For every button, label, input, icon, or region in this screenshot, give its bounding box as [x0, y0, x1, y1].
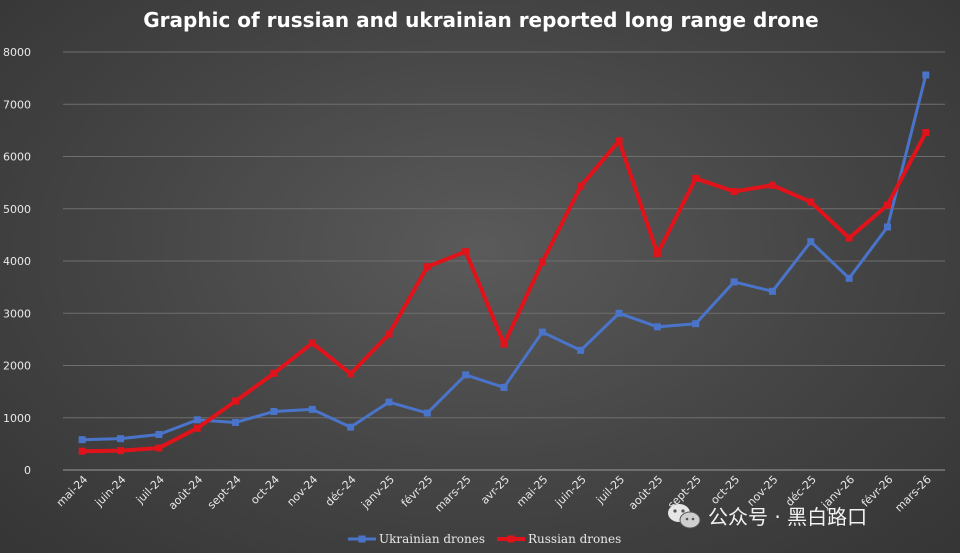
data-point	[78, 436, 86, 444]
data-point	[78, 447, 86, 455]
x-tick-label: juin-25	[552, 473, 589, 510]
data-point	[730, 278, 738, 286]
legend-marker	[358, 535, 366, 543]
data-point	[308, 339, 316, 347]
legend-item: Russian drones	[497, 532, 621, 546]
series-ukrainian	[78, 71, 930, 444]
data-point	[768, 287, 776, 295]
x-tick-label: mars-26	[892, 473, 933, 514]
y-tick-label: 5000	[3, 203, 31, 216]
data-point	[193, 424, 201, 432]
data-point	[117, 447, 125, 455]
x-tick-label: mai-24	[54, 473, 90, 509]
data-point	[653, 250, 661, 258]
x-tick-label: févr-25	[399, 473, 436, 510]
y-tick-label: 2000	[3, 360, 31, 373]
data-point	[347, 370, 355, 378]
data-point	[462, 248, 470, 256]
data-point	[922, 71, 930, 79]
data-point	[385, 398, 393, 406]
data-point	[538, 258, 546, 266]
data-point	[807, 238, 815, 246]
series-layer	[78, 71, 930, 455]
data-point	[423, 409, 431, 417]
data-point	[308, 405, 316, 413]
x-tick-label: avr-25	[478, 473, 512, 507]
data-point	[922, 128, 930, 136]
gridlines	[63, 51, 945, 471]
data-point	[577, 346, 585, 354]
wechat-icon	[668, 504, 701, 529]
watermark: 公众号 · 黑白路口	[668, 504, 867, 529]
legend-marker	[507, 535, 515, 543]
data-point	[270, 407, 278, 415]
data-point	[768, 181, 776, 189]
data-point	[193, 416, 201, 424]
legend: Ukrainian drones Russian drones	[348, 532, 621, 546]
y-tick-label: 1000	[3, 412, 31, 425]
x-tick-label: mai-25	[514, 473, 550, 509]
x-tick-label: oct-25	[708, 473, 742, 507]
data-point	[730, 188, 738, 196]
watermark-text: 公众号 · 黑白路口	[708, 505, 867, 529]
data-point	[692, 174, 700, 182]
legend-label: Ukrainian drones	[379, 532, 485, 546]
y-tick-label: 4000	[3, 255, 31, 268]
x-tick-label: août-25	[626, 473, 665, 512]
data-point	[423, 263, 431, 271]
series-russian	[78, 128, 930, 455]
data-point	[845, 274, 853, 282]
y-axis: 0 1000 2000 3000 4000 5000 6000 7000 8000	[3, 46, 31, 477]
data-point	[117, 435, 125, 443]
x-tick-label: janv-25	[358, 473, 397, 512]
x-tick-label: déc-24	[323, 473, 359, 509]
y-tick-label: 8000	[3, 46, 31, 59]
chart-title: Graphic of russian and ukrainian reporte…	[143, 8, 818, 32]
data-point	[615, 309, 623, 317]
y-tick-label: 0	[24, 464, 31, 477]
data-point	[807, 198, 815, 206]
data-point	[883, 223, 891, 231]
x-tick-label: juil-25	[593, 473, 627, 507]
x-tick-label: sept-24	[205, 473, 244, 512]
data-point	[385, 330, 393, 338]
y-tick-label: 6000	[3, 151, 31, 164]
x-tick-label: oct-24	[248, 473, 282, 507]
data-point	[500, 340, 508, 348]
data-point	[270, 369, 278, 377]
x-tick-label: nov-24	[284, 473, 320, 509]
y-tick-label: 3000	[3, 307, 31, 320]
x-tick-label: déc-25	[783, 473, 819, 509]
data-point	[653, 323, 661, 331]
data-point	[232, 418, 240, 426]
y-tick-label: 7000	[3, 98, 31, 111]
data-point	[577, 182, 585, 190]
data-point	[538, 328, 546, 336]
data-point	[500, 383, 508, 391]
data-point	[155, 444, 163, 452]
data-point	[883, 201, 891, 209]
data-point	[155, 430, 163, 438]
legend-item: Ukrainian drones	[348, 532, 485, 546]
x-tick-label: juil-24	[133, 473, 167, 507]
data-point	[615, 137, 623, 145]
legend-label: Russian drones	[528, 532, 621, 546]
data-point	[845, 234, 853, 242]
data-point	[462, 371, 470, 379]
series-line	[82, 131, 928, 454]
x-tick-label: nov-25	[745, 473, 781, 509]
x-tick-label: juin-24	[92, 473, 129, 510]
data-point	[692, 320, 700, 328]
data-point	[232, 397, 240, 405]
x-tick-label: août-24	[166, 473, 205, 512]
x-tick-label: mars-25	[432, 473, 473, 514]
data-point	[347, 423, 355, 431]
